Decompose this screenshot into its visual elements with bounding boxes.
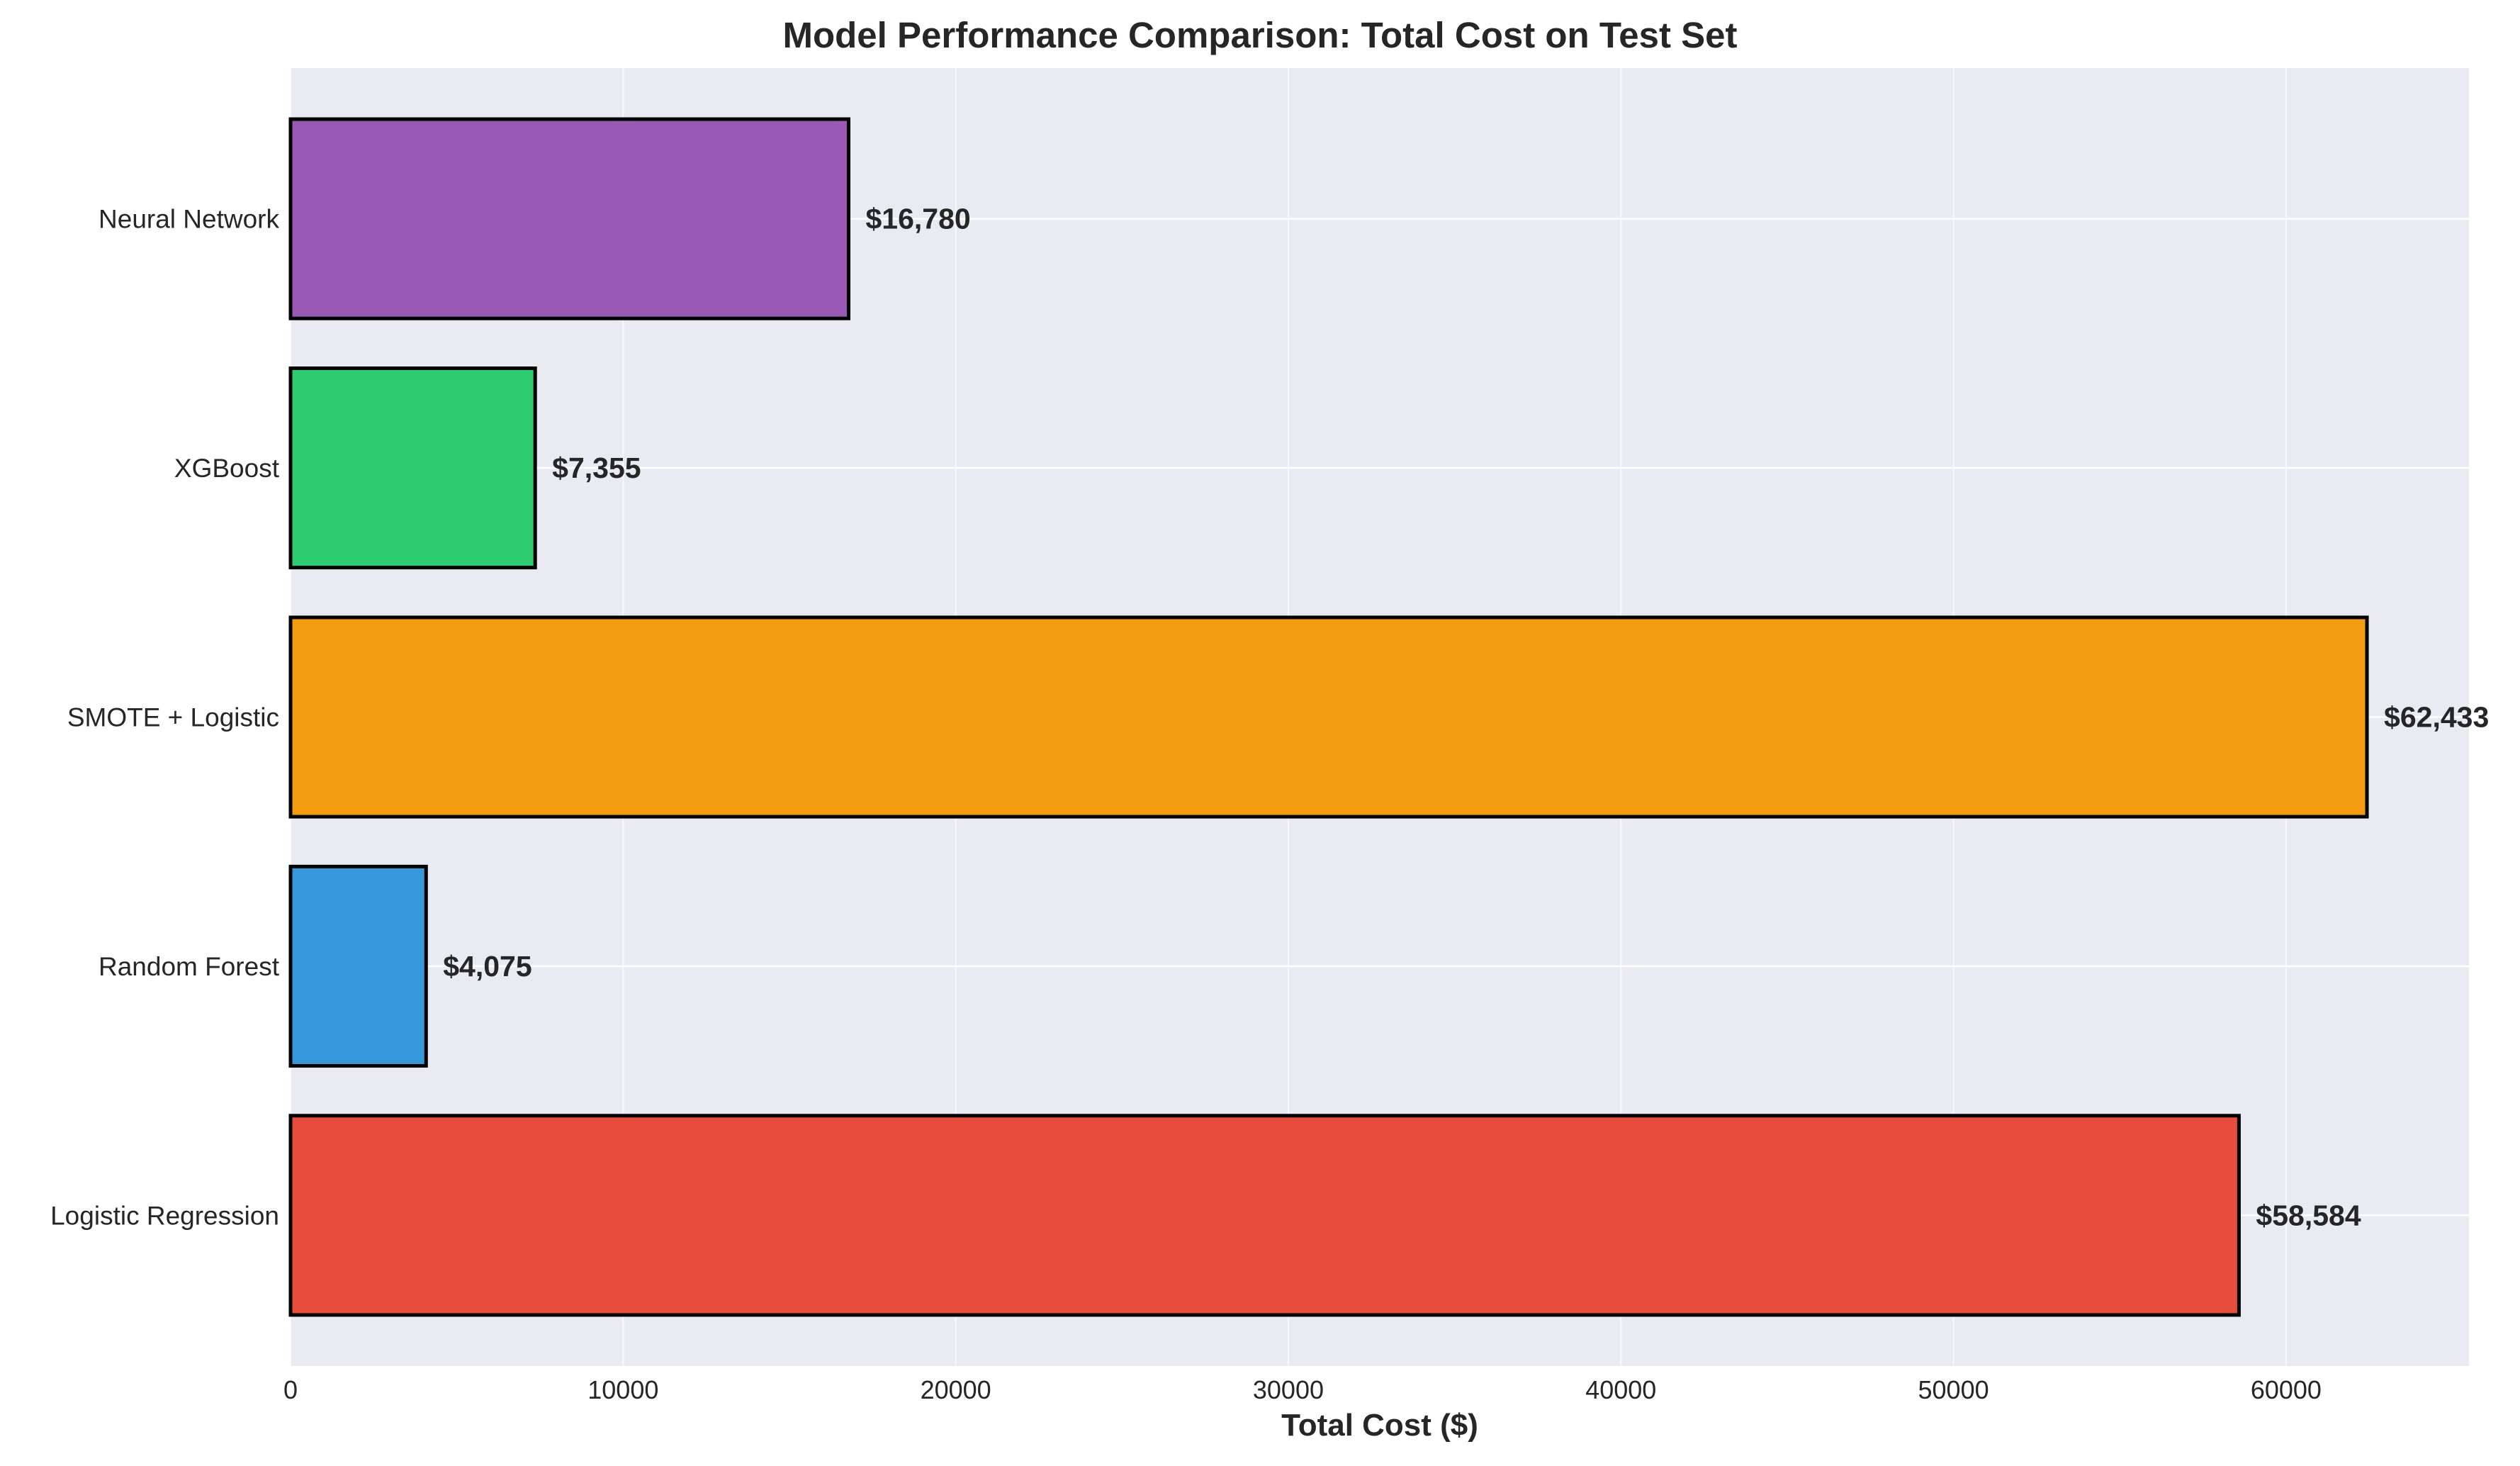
bar [288, 615, 2369, 819]
x-tick-label: 10000 [587, 1375, 658, 1404]
y-tick-label: SMOTE + Logistic [67, 703, 279, 732]
y-tick-label: Neural Network [99, 205, 279, 234]
x-axis-label: Total Cost ($) [1281, 1408, 1478, 1443]
x-axis-ticks: 0 10000 20000 30000 40000 50000 60000 [283, 1375, 2322, 1404]
bar [288, 864, 428, 1068]
data-label: $58,584 [2256, 1199, 2361, 1231]
x-tick-label: 50000 [1918, 1375, 1989, 1404]
x-tick-label: 30000 [1253, 1375, 1324, 1404]
x-tick-label: 20000 [921, 1375, 991, 1404]
data-label: $4,075 [443, 950, 531, 983]
y-tick-label: Random Forest [99, 952, 280, 981]
x-tick-label: 60000 [2251, 1375, 2322, 1404]
data-labels: $58,584 $4,075 $62,433 $7,355 $16,780 [443, 203, 2489, 1232]
bar [288, 366, 537, 570]
chart-title: Model Performance Comparison: Total Cost… [783, 15, 1738, 55]
y-tick-label: Logistic Regression [50, 1201, 279, 1230]
bar [288, 1114, 2241, 1317]
y-tick-label: XGBoost [174, 454, 280, 483]
data-label: $62,433 [2384, 701, 2489, 734]
data-label: $7,355 [552, 452, 641, 484]
x-tick-label: 0 [283, 1375, 298, 1404]
bar [288, 117, 851, 320]
bars [288, 117, 2369, 1317]
data-label: $16,780 [866, 203, 971, 235]
y-axis-ticks: Logistic Regression Random Forest SMOTE + … [50, 205, 280, 1231]
x-tick-label: 40000 [1585, 1375, 1656, 1404]
